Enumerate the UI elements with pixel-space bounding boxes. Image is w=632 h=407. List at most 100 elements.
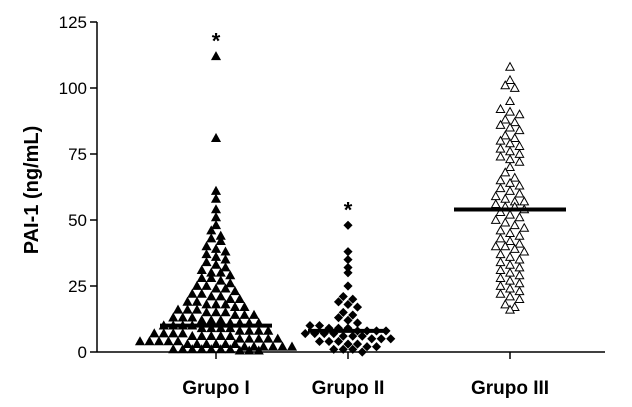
data-point bbox=[495, 183, 506, 193]
data-point bbox=[352, 318, 363, 328]
data-point bbox=[333, 313, 344, 323]
data-point bbox=[244, 325, 255, 335]
y-tick-label: 0 bbox=[78, 343, 87, 362]
data-point bbox=[333, 297, 344, 307]
data-point bbox=[196, 272, 207, 282]
data-point bbox=[514, 278, 525, 288]
data-point bbox=[187, 312, 198, 322]
data-point bbox=[357, 347, 367, 357]
data-point bbox=[514, 140, 525, 150]
median-lines bbox=[160, 207, 566, 333]
data-point bbox=[504, 209, 516, 219]
data-point bbox=[504, 154, 516, 164]
data-point bbox=[206, 233, 217, 243]
data-point bbox=[490, 191, 501, 201]
data-point bbox=[343, 220, 353, 230]
data-point bbox=[490, 198, 501, 209]
data-point bbox=[504, 304, 516, 314]
data-point bbox=[210, 132, 222, 143]
data-point bbox=[263, 333, 274, 343]
data-point bbox=[191, 304, 203, 314]
x-category-label: Grupo I bbox=[182, 378, 250, 399]
data-point bbox=[376, 334, 386, 344]
y-tick-label: 100 bbox=[59, 79, 87, 98]
data-point bbox=[248, 341, 260, 351]
data-point bbox=[357, 331, 367, 341]
data-point bbox=[495, 233, 506, 243]
data-point bbox=[343, 268, 353, 278]
data-point bbox=[504, 251, 516, 261]
significance-marker: * bbox=[212, 28, 221, 53]
data-point bbox=[371, 342, 382, 352]
data-point bbox=[338, 331, 348, 341]
data-point bbox=[196, 315, 207, 325]
data-point bbox=[514, 109, 525, 119]
data-points bbox=[134, 51, 530, 357]
data-point bbox=[514, 270, 525, 280]
data-point bbox=[504, 95, 516, 106]
data-point bbox=[509, 301, 520, 311]
data-point bbox=[258, 341, 269, 351]
data-point bbox=[519, 246, 530, 256]
data-point bbox=[234, 333, 245, 343]
data-point bbox=[514, 180, 525, 190]
y-tick-label: 25 bbox=[68, 277, 87, 296]
data-point bbox=[196, 330, 207, 341]
data-point bbox=[495, 143, 506, 153]
data-point bbox=[495, 151, 506, 161]
data-point bbox=[225, 330, 236, 341]
data-point bbox=[514, 156, 525, 166]
data-point bbox=[329, 344, 339, 354]
data-point bbox=[495, 288, 506, 298]
data-point bbox=[229, 338, 241, 348]
data-point bbox=[343, 281, 353, 291]
data-point bbox=[201, 338, 212, 348]
y-tick-label: 50 bbox=[68, 211, 87, 230]
data-point bbox=[386, 334, 396, 344]
data-point bbox=[172, 304, 184, 314]
data-point bbox=[149, 328, 160, 338]
data-point bbox=[163, 336, 174, 346]
data-point bbox=[210, 220, 222, 230]
data-point bbox=[277, 341, 288, 351]
data-point bbox=[215, 291, 226, 301]
data-point bbox=[220, 254, 231, 264]
data-point bbox=[177, 344, 188, 354]
data-point bbox=[263, 325, 274, 335]
data-point bbox=[229, 309, 241, 319]
data-point bbox=[153, 336, 165, 346]
data-point bbox=[504, 267, 516, 277]
data-point bbox=[144, 336, 155, 346]
data-point bbox=[215, 235, 226, 245]
data-point bbox=[490, 214, 501, 224]
data-point bbox=[210, 243, 222, 253]
data-point bbox=[177, 328, 188, 338]
data-point bbox=[225, 293, 236, 304]
data-point bbox=[201, 280, 212, 290]
data-point bbox=[495, 257, 506, 267]
data-point bbox=[272, 333, 283, 343]
data-point bbox=[504, 259, 516, 269]
data-point bbox=[187, 330, 198, 341]
data-point bbox=[201, 257, 212, 267]
data-point bbox=[509, 243, 520, 253]
data-point bbox=[338, 307, 348, 317]
data-point bbox=[305, 321, 315, 331]
data-point bbox=[504, 161, 516, 172]
data-point bbox=[338, 344, 348, 354]
data-point bbox=[495, 119, 506, 129]
data-point bbox=[215, 315, 226, 325]
data-point bbox=[500, 299, 511, 309]
data-point bbox=[215, 344, 226, 354]
data-point bbox=[191, 280, 203, 290]
y-tick-label: 75 bbox=[68, 145, 87, 164]
data-point bbox=[348, 344, 358, 354]
data-point bbox=[196, 288, 207, 298]
data-point bbox=[201, 307, 212, 317]
data-point bbox=[225, 278, 236, 288]
data-point bbox=[343, 339, 353, 349]
data-point bbox=[504, 122, 516, 132]
data-point bbox=[215, 275, 226, 285]
data-point bbox=[504, 61, 516, 71]
